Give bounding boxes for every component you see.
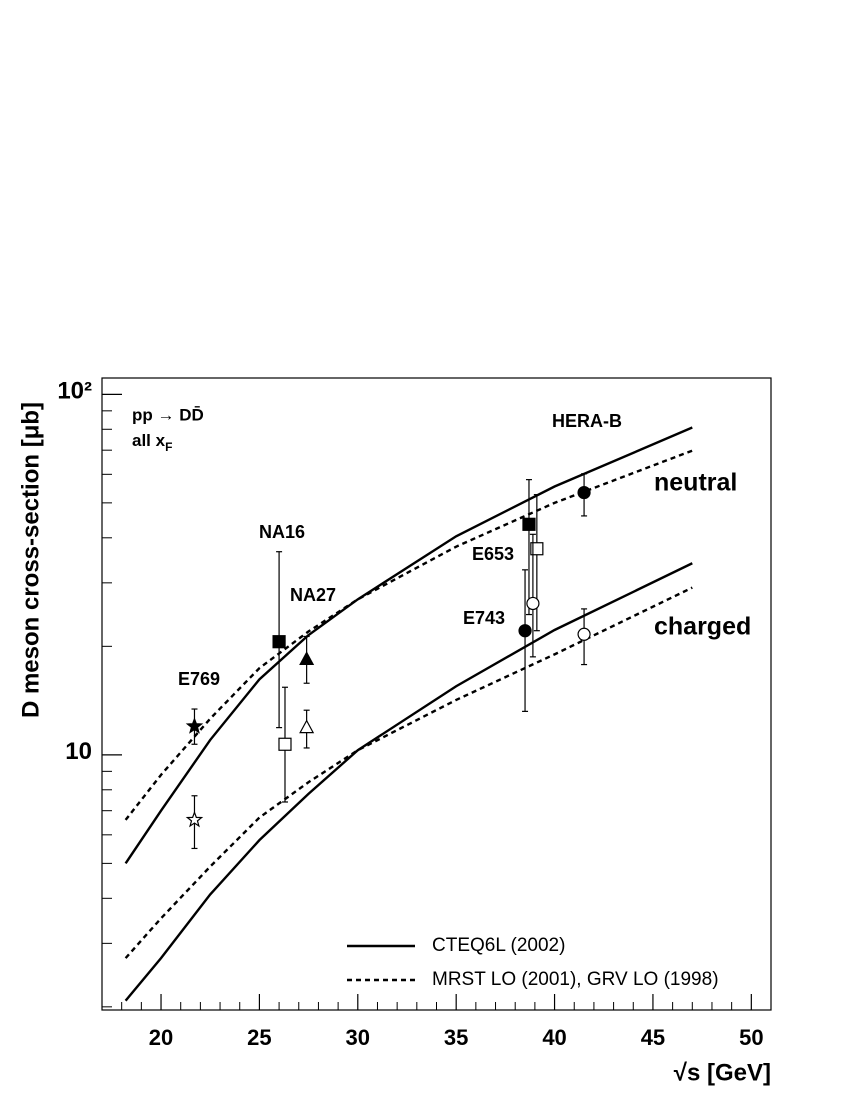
data-point (518, 624, 532, 638)
x-tick-label: 20 (149, 1025, 173, 1050)
experiment-label: E653 (472, 544, 514, 564)
data-point (278, 737, 292, 751)
legend-label: MRST LO (2001), GRV LO (1998) (432, 969, 719, 990)
x-tick-label: 50 (739, 1025, 763, 1050)
theory-curve (124, 562, 693, 1002)
data-point (577, 627, 591, 641)
experiment-label: NA27 (290, 585, 336, 605)
data-point (522, 517, 536, 531)
experiment-label: E743 (463, 608, 505, 628)
data-point (299, 719, 315, 734)
data-point (299, 651, 315, 665)
data-point (185, 810, 204, 828)
theory-curve (124, 426, 693, 865)
y-axis-title: D meson cross-section [μb] (17, 402, 44, 718)
x-tick-label: 30 (346, 1025, 370, 1050)
legend-label: CTEQ6L (2002) (432, 935, 565, 956)
data-point (185, 717, 204, 734)
curve-label: charged (654, 613, 751, 641)
data-point (530, 542, 544, 556)
experiment-label: HERA-B (552, 411, 622, 431)
x-axis-title: √s [GeV] (674, 1059, 771, 1086)
theory-curve (124, 449, 693, 821)
x-tick-label: 25 (247, 1025, 271, 1050)
selection-subscript: F (165, 440, 172, 454)
experiment-label: E769 (178, 669, 220, 689)
curve-label: neutral (654, 469, 737, 497)
data-point (272, 635, 286, 649)
theory-curve (124, 586, 693, 959)
process-label: pp → DD̄ (132, 405, 204, 424)
data-point (526, 596, 540, 611)
x-tick-label: 45 (641, 1025, 665, 1050)
x-tick-label: 40 (542, 1025, 566, 1050)
experiment-label: NA16 (259, 522, 305, 542)
y-tick-label: 10 (65, 738, 92, 765)
data-point (577, 485, 591, 500)
selection-text: all x (132, 431, 166, 450)
y-tick-label: 10² (57, 378, 92, 405)
x-tick-label: 35 (444, 1025, 468, 1050)
selection-label: all xF (132, 431, 172, 454)
